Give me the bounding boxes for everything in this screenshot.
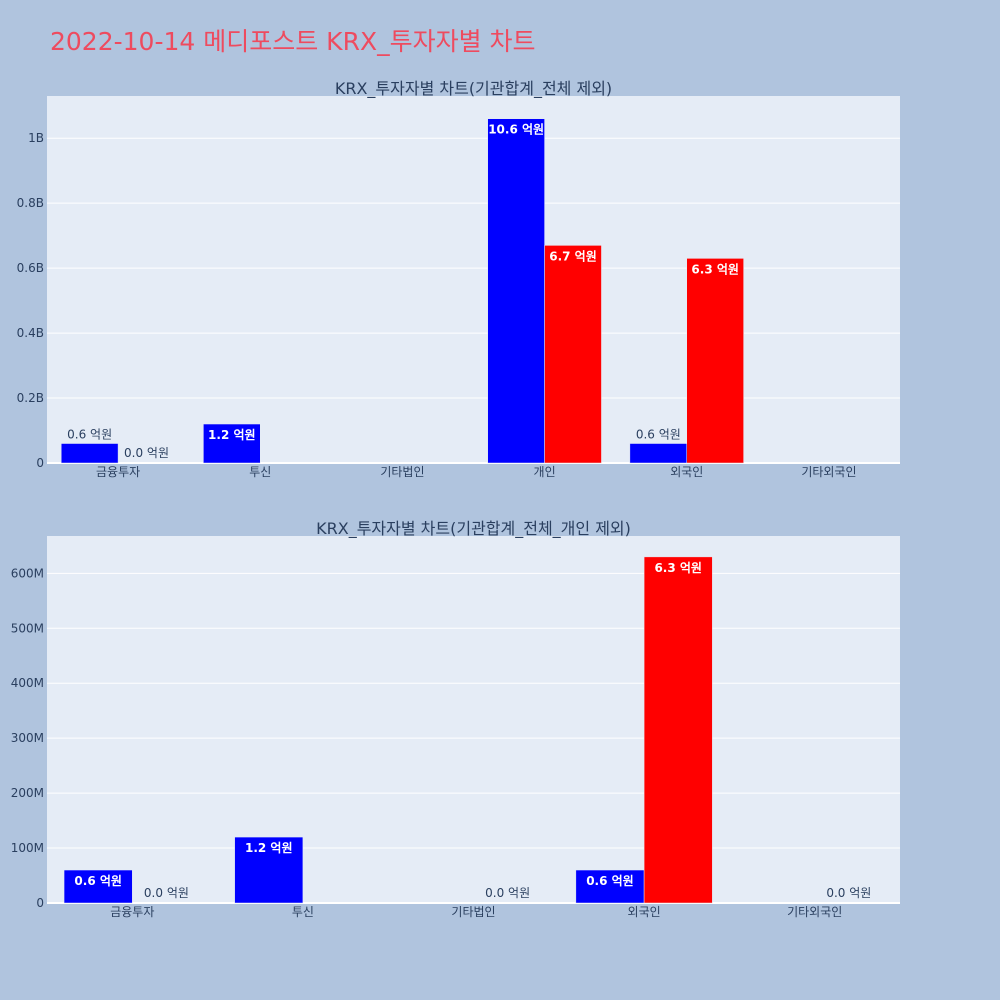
y-tick-label: 400M (11, 676, 44, 690)
data-label: 0.0 억원 (124, 446, 169, 460)
y-tick-label: 300M (11, 731, 44, 745)
x-tick-label: 외국인 (628, 905, 661, 919)
y-tick-label: 500M (11, 621, 44, 635)
x-tick-label: 금융투자 (96, 465, 140, 479)
data-label: 6.3 억원 (691, 262, 739, 276)
bar (63, 869, 133, 904)
x-tick-label: 기타법인 (380, 465, 424, 479)
bar (575, 869, 645, 904)
y-tick-label: 1B (28, 131, 44, 145)
chart-bottom: 0 100M 200M 300M 400M 500M 600M KRX_투자자별 차트(기관합… (11, 519, 900, 919)
chart-title: KRX_투자자별 차트(기관합계_전체 제외) (335, 79, 612, 99)
bar (60, 443, 119, 464)
y-tick-label: 0.8B (17, 196, 44, 210)
data-label: 0.6 억원 (67, 428, 112, 442)
data-label: 6.3 억원 (654, 561, 702, 575)
y-tick-label: 0.4B (17, 326, 44, 340)
y-tick-label: 0 (36, 456, 44, 470)
x-tick-label: 기타외국인 (801, 465, 856, 479)
x-tick-label: 투신 (249, 465, 271, 479)
bar (487, 118, 545, 464)
data-label: 1.2 억원 (208, 428, 256, 442)
chart-title: KRX_투자자별 차트(기관합계_전체_개인 제외) (316, 519, 631, 539)
y-tick-label: 100M (11, 841, 44, 855)
data-label: 0.0 억원 (485, 886, 530, 900)
bar (234, 836, 304, 904)
x-tick-label: 투신 (292, 905, 314, 919)
bar (203, 423, 261, 464)
y-tick-label: 600M (11, 566, 44, 580)
y-tick-label: 200M (11, 786, 44, 800)
y-tick-label: 0 (36, 896, 44, 910)
data-label: 10.6 억원 (488, 123, 544, 137)
data-label: 0.6 억원 (586, 874, 634, 888)
x-tick-label: 금융투자 (110, 905, 154, 919)
data-label: 1.2 억원 (245, 841, 293, 855)
bar (544, 245, 602, 464)
x-tick-label: 외국인 (670, 465, 703, 479)
bar (643, 556, 713, 904)
data-label: 0.6 억원 (74, 874, 122, 888)
y-tick-label: 0.6B (17, 261, 44, 275)
bar (629, 443, 688, 464)
x-tick-label: 기타외국인 (787, 905, 842, 919)
plot-area (47, 96, 900, 463)
y-tick-label: 0.2B (17, 391, 44, 405)
data-label: 0.0 억원 (144, 886, 189, 900)
page-title: 2022-10-14 메디포스트 KRX_투자자별 차트 (50, 27, 536, 56)
x-tick-label: 개인 (534, 465, 556, 479)
data-label: 6.7 억원 (549, 249, 597, 263)
bar (686, 258, 744, 464)
data-label: 0.6 억원 (636, 428, 681, 442)
chart-top: 0 0.2B 0.4B 0.6B 0.8B 1B KRX_투자자별 차트(기관합계_전체 제… (17, 79, 900, 479)
data-label: 0.0 억원 (826, 886, 871, 900)
plot-area (47, 536, 900, 903)
x-tick-label: 기타법인 (451, 905, 495, 919)
